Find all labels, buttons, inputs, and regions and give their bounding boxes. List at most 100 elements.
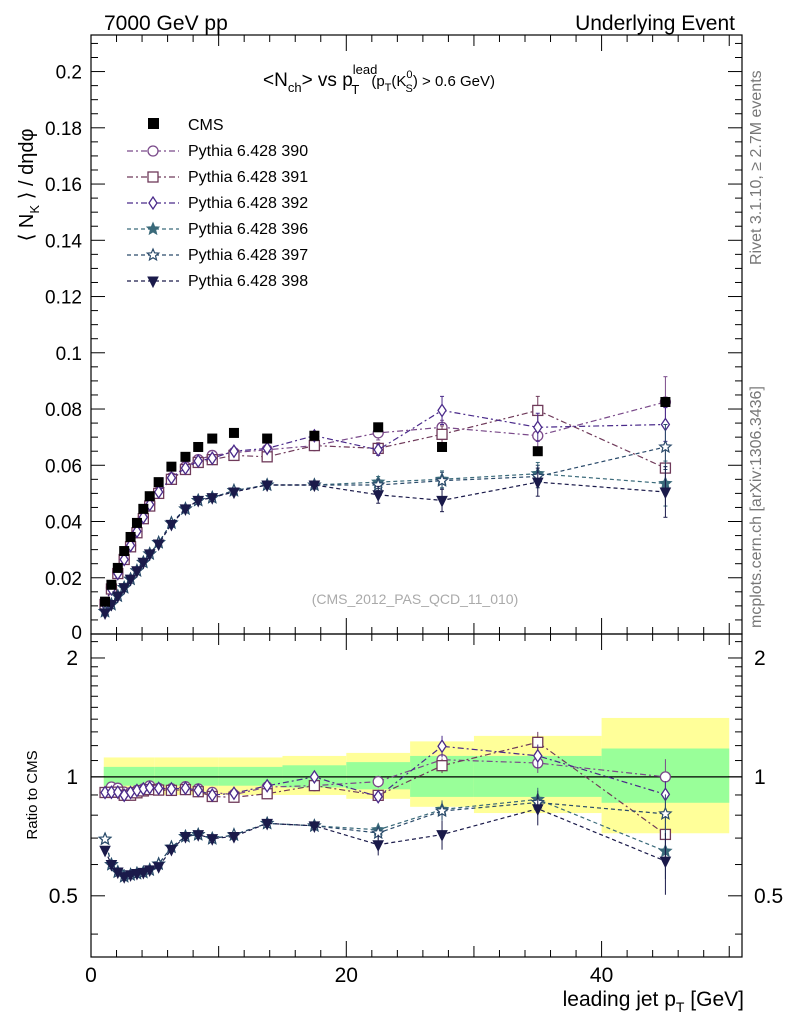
series-point xyxy=(179,504,192,516)
series-ratio-point xyxy=(131,868,143,881)
ratio-y-axis-label: Ratio to CMS xyxy=(24,750,41,839)
legend-label-392: Pythia 6.428 392 xyxy=(188,195,308,212)
series-point xyxy=(437,403,447,418)
mcplots-label: mcplots.cern.ch [arXiv:1306.3436] xyxy=(748,386,765,628)
y-axis-label: ⟨ NK ⟩ / dηdφ xyxy=(16,129,42,242)
legend-marker xyxy=(147,276,159,289)
y-tick-label: 0.02 xyxy=(45,569,82,590)
cms-data-point xyxy=(125,531,136,542)
series-ratio-point xyxy=(193,783,204,798)
series-ratio-point xyxy=(436,760,448,772)
analysis-label: Underlying Event xyxy=(575,12,735,35)
series-point xyxy=(372,490,385,502)
series-ratio-point xyxy=(309,769,320,785)
cms-data-point xyxy=(193,441,204,452)
series-point xyxy=(165,519,178,532)
series-point xyxy=(373,442,383,457)
series-line xyxy=(104,481,666,614)
series-ratio-point xyxy=(144,780,155,795)
series-point xyxy=(658,439,673,454)
ratio-series-layer xyxy=(97,731,673,895)
series-ratio-point xyxy=(100,785,110,800)
ratio-tick-label: 0.5 xyxy=(49,885,78,908)
legend-marker xyxy=(147,171,159,183)
series-point xyxy=(143,549,156,561)
series-ratio-point xyxy=(166,781,177,797)
cms-data-point xyxy=(112,562,123,573)
series-ratio-point xyxy=(659,771,672,783)
series-point xyxy=(153,484,164,500)
y-tick-label: 0.04 xyxy=(45,513,82,534)
y-tick-label: 0.2 xyxy=(56,63,82,84)
series-point xyxy=(152,539,165,552)
series-point xyxy=(111,591,124,604)
y-tick-label: 0.18 xyxy=(45,119,82,140)
series-line xyxy=(104,401,666,605)
series-ratio-point xyxy=(206,834,219,846)
rivet-label: Rivet 3.1.10, ≥ 2.7M events xyxy=(748,70,765,265)
series-ratio-point xyxy=(105,860,118,872)
cms-data-point xyxy=(532,446,543,457)
series-ratio-2 xyxy=(100,735,671,809)
x-axis-label: leading jet pT [GeV] xyxy=(563,988,744,1015)
series-point xyxy=(531,477,544,490)
x-tick-label: 40 xyxy=(590,964,613,987)
series-ratio-point xyxy=(434,803,450,818)
y-tick-label: 0.14 xyxy=(45,231,82,252)
energy-label: 7000 GeV pp xyxy=(104,12,228,35)
series-point xyxy=(192,495,205,508)
series-point xyxy=(180,460,191,476)
cms-data-point xyxy=(138,503,149,514)
y-tick-label: 0.12 xyxy=(45,288,82,309)
y-tick-label: 0.08 xyxy=(45,400,82,421)
series-point xyxy=(436,428,448,440)
legend-marker xyxy=(145,221,161,236)
series-ratio-point xyxy=(137,867,150,880)
cms-data-point xyxy=(373,422,384,433)
legend-marker xyxy=(145,247,161,262)
series-ratio-point xyxy=(180,780,191,796)
ratio-tick-label-right: 1 xyxy=(754,766,766,789)
legend-entry-398: Pythia 6.428 398 xyxy=(127,273,308,290)
series-ratio-point xyxy=(262,778,272,793)
series-ratio-5 xyxy=(99,793,672,895)
cms-data-point xyxy=(262,433,273,444)
legend-label-cms: CMS xyxy=(188,117,224,134)
series-point xyxy=(137,557,150,570)
series-point xyxy=(124,574,137,587)
x-tick-label: 0 xyxy=(85,964,97,987)
series-point xyxy=(434,473,450,487)
ratio-frame xyxy=(90,633,743,958)
series-ratio-point xyxy=(261,818,273,831)
series-ratio-point xyxy=(229,786,239,801)
cms-data-point xyxy=(106,579,117,590)
series-ratio-point xyxy=(99,845,111,858)
ratio-tick-label: 2 xyxy=(66,647,78,670)
legend-label-398: Pythia 6.428 398 xyxy=(188,273,308,290)
series-point xyxy=(99,608,111,621)
series-ratio-point xyxy=(207,787,218,803)
series-point xyxy=(659,487,672,500)
legend-label-397: Pythia 6.428 397 xyxy=(188,247,308,264)
ratio-tick-label-right: 2 xyxy=(754,647,766,670)
y-tick-label: 0.16 xyxy=(45,175,82,196)
cms-data-point xyxy=(437,441,448,452)
series-ratio-point xyxy=(152,862,165,874)
legend-entry-396: Pythia 6.428 396 xyxy=(127,221,308,238)
series-ratio-point xyxy=(143,865,156,877)
series-point xyxy=(119,552,129,567)
series-ratio-point xyxy=(192,830,205,842)
series-point xyxy=(166,470,177,486)
series-ratio-point xyxy=(659,856,672,869)
ratio-uncertainty-band xyxy=(91,717,742,834)
legend: CMS Pythia 6.428 390 Pythia 6.428 391 Py… xyxy=(127,117,308,290)
series-point xyxy=(308,480,321,493)
legend-series: Pythia 6.428 390 Pythia 6.428 391 Pythia… xyxy=(127,143,308,290)
series-ratio-point xyxy=(106,785,117,800)
series-ratio-point xyxy=(228,832,240,844)
series-ratio-point xyxy=(531,804,544,816)
cms-data-point xyxy=(660,396,671,407)
series-ratio-point xyxy=(179,832,192,844)
legend-entry-391: Pythia 6.428 391 xyxy=(127,169,308,186)
series-main-0 xyxy=(99,376,672,611)
